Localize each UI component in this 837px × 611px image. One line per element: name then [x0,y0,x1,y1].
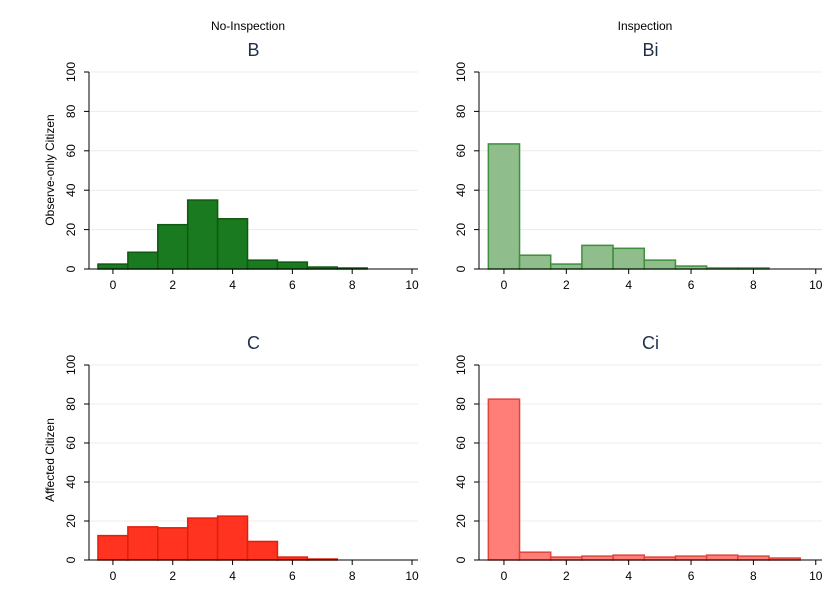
y-tick-label-b-100: 100 [64,62,78,82]
x-tick-label-ci-0: 0 [501,569,508,583]
y-tick-label-c-20: 20 [64,514,78,528]
x-tick-label-ci-10: 10 [809,569,823,583]
panel-b: B 0 20 40 60 80 100 0 2 4 6 8 10 [64,40,419,292]
x-tick-label-ci-2: 2 [563,569,570,583]
y-tick-label-b-40: 40 [64,183,78,197]
bar-ci-4 [612,554,646,561]
y-tick-label-bi-0: 0 [454,265,468,272]
x-tick-label-b-8: 8 [349,278,356,292]
panel-ci: Ci 0 20 40 60 80 100 0 2 4 6 8 10 [454,333,823,583]
panel-title-ci: Ci [642,333,659,353]
bar-ci-7 [705,554,739,561]
bar-b-2 [157,223,189,270]
x-tick-label-ci-6: 6 [688,569,695,583]
x-tick-label-c-0: 0 [110,569,117,583]
bar-ci-6 [674,555,708,561]
bar-c-3 [186,517,219,561]
panel-c: C 0 20 40 60 80 100 0 2 4 6 8 10 [64,333,419,583]
y-tick-label-bi-80: 80 [454,104,468,118]
y-tick-label-c-0: 0 [64,556,78,563]
bar-bi-3 [581,244,614,270]
x-tick-label-c-8: 8 [349,569,356,583]
x-tick-label-c-4: 4 [229,569,236,583]
y-tick-label-ci-40: 40 [454,475,468,489]
x-tick-label-b-2: 2 [169,278,176,292]
y-tick-label-c-100: 100 [64,355,78,375]
x-tick-label-b-4: 4 [229,278,236,292]
x-tick-label-bi-4: 4 [625,278,632,292]
bar-bi-4 [612,247,646,270]
bar-b-4 [216,218,249,270]
y-tick-label-b-20: 20 [64,223,78,237]
x-tick-label-b-0: 0 [110,278,117,292]
bar-b-3 [186,199,219,270]
bar-c-2 [157,527,189,561]
y-tick-label-ci-100: 100 [454,355,468,375]
y-tick-label-ci-80: 80 [454,397,468,411]
bar-ci-1 [518,551,552,561]
bar-c-1 [127,526,159,561]
y-tick-label-b-60: 60 [64,144,78,158]
x-tick-label-c-10: 10 [405,569,419,583]
x-tick-label-bi-6: 6 [688,278,695,292]
col-header-inspection: Inspection [618,19,673,33]
row-label-affected: Affected Citizen [43,418,57,502]
bar-bi-2 [549,263,583,270]
y-tick-label-ci-60: 60 [454,436,468,450]
col-header-no-inspection: No-Inspection [211,19,285,33]
x-tick-label-bi-2: 2 [563,278,570,292]
y-tick-label-ci-20: 20 [454,514,468,528]
y-tick-label-c-40: 40 [64,475,78,489]
panel-title-b: B [247,40,259,60]
x-tick-label-bi-0: 0 [501,278,508,292]
bar-bi-0 [487,143,521,270]
bar-bi-5 [643,259,677,270]
bar-c-4 [216,515,249,561]
bar-ci-3 [581,555,614,561]
x-tick-label-bi-8: 8 [750,278,757,292]
y-tick-label-ci-0: 0 [454,556,468,563]
y-tick-label-bi-40: 40 [454,183,468,197]
x-tick-label-ci-8: 8 [750,569,757,583]
bar-b-5 [246,259,279,270]
y-tick-label-c-80: 80 [64,397,78,411]
bar-ci-8 [737,555,770,561]
panel-title-bi: Bi [642,40,658,60]
x-tick-label-ci-4: 4 [625,569,632,583]
row-label-observe-only: Observe-only Citizen [43,114,57,225]
bar-ci-0 [487,398,521,561]
bar-b-6 [276,261,309,270]
panel-bi: Bi 0 20 40 60 80 100 0 2 4 6 8 10 [454,40,823,292]
y-tick-label-bi-60: 60 [454,144,468,158]
y-tick-label-bi-20: 20 [454,223,468,237]
bar-b-0 [97,263,129,270]
bar-b-1 [127,251,159,270]
y-tick-label-b-80: 80 [64,104,78,118]
x-tick-label-c-2: 2 [169,569,176,583]
y-tick-label-b-0: 0 [64,265,78,272]
bar-bi-1 [518,254,552,270]
bar-c-0 [97,534,129,561]
y-tick-label-bi-100: 100 [454,62,468,82]
x-tick-label-bi-10: 10 [809,278,823,292]
y-tick-label-c-60: 60 [64,436,78,450]
x-tick-label-b-6: 6 [289,278,296,292]
bar-c-5 [246,540,279,561]
panel-title-c: C [247,333,260,353]
x-tick-label-b-10: 10 [405,278,419,292]
x-tick-label-c-6: 6 [289,569,296,583]
